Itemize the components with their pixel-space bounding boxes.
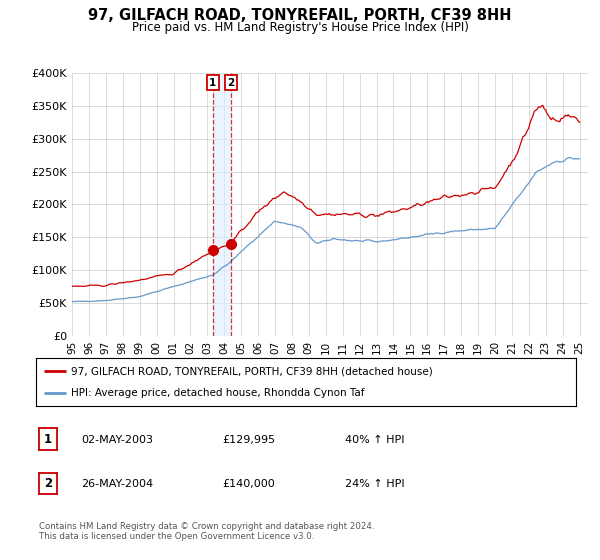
- Text: 26-MAY-2004: 26-MAY-2004: [81, 479, 153, 489]
- Text: 97, GILFACH ROAD, TONYREFAIL, PORTH, CF39 8HH (detached house): 97, GILFACH ROAD, TONYREFAIL, PORTH, CF3…: [71, 366, 433, 376]
- Text: Price paid vs. HM Land Registry's House Price Index (HPI): Price paid vs. HM Land Registry's House …: [131, 21, 469, 34]
- Text: £140,000: £140,000: [222, 479, 275, 489]
- Text: 97, GILFACH ROAD, TONYREFAIL, PORTH, CF39 8HH: 97, GILFACH ROAD, TONYREFAIL, PORTH, CF3…: [88, 8, 512, 24]
- Bar: [213, 73, 231, 336]
- Text: 2: 2: [227, 78, 235, 88]
- Text: HPI: Average price, detached house, Rhondda Cynon Taf: HPI: Average price, detached house, Rhon…: [71, 388, 365, 398]
- Text: £129,995: £129,995: [222, 435, 275, 445]
- Text: 2: 2: [44, 477, 52, 491]
- Text: 1: 1: [209, 78, 217, 88]
- Text: 24% ↑ HPI: 24% ↑ HPI: [345, 479, 404, 489]
- Text: Contains HM Land Registry data © Crown copyright and database right 2024.
This d: Contains HM Land Registry data © Crown c…: [39, 522, 374, 542]
- Text: 1: 1: [44, 432, 52, 446]
- Text: 02-MAY-2003: 02-MAY-2003: [81, 435, 153, 445]
- Text: 40% ↑ HPI: 40% ↑ HPI: [345, 435, 404, 445]
